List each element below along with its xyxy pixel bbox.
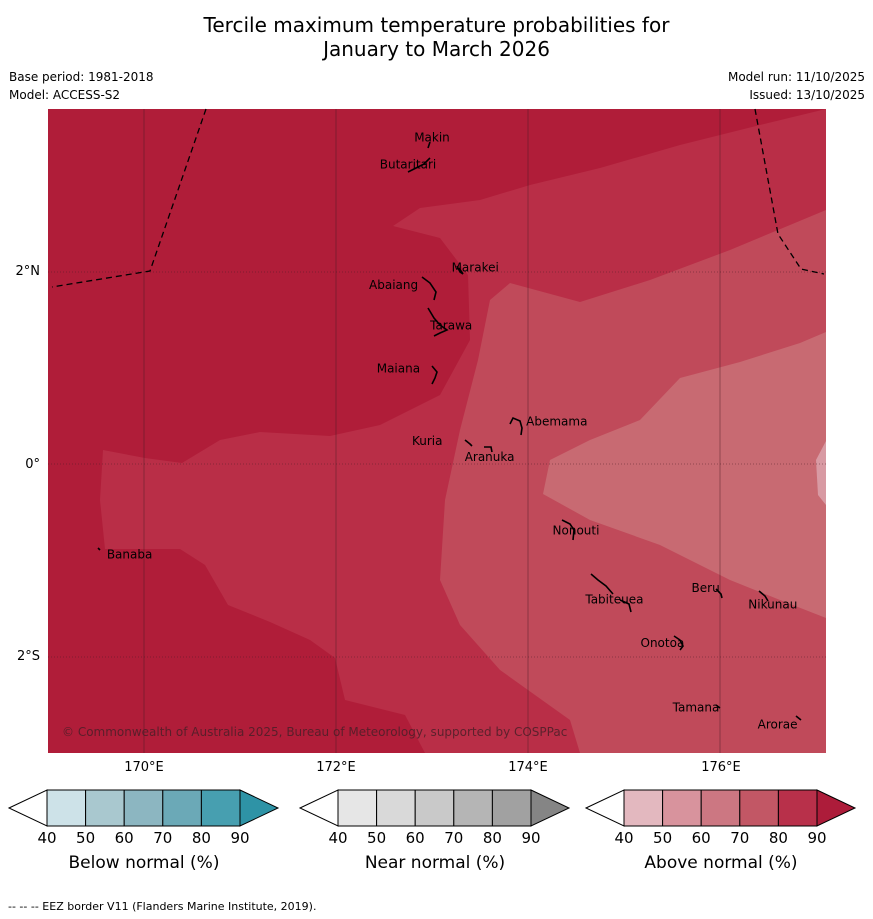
copyright-notice: © Commonwealth of Australia 2025, Bureau…	[62, 725, 567, 739]
place-label-nonouti: Nonouti	[553, 523, 600, 537]
colorbar-below-segment-50	[85, 789, 125, 827]
title-line-1: Tercile maximum temperature probabilitie…	[203, 13, 670, 37]
colorbar-near-tick-50: 50	[367, 829, 387, 847]
colorbar-near	[298, 789, 571, 827]
issued-date: Issued: 13/10/2025	[749, 88, 865, 102]
base-period: Base period: 1981-2018	[9, 70, 154, 84]
colorbar-below-tick-90: 90	[230, 829, 250, 847]
colorbar-above-segment-50	[662, 789, 702, 827]
model-run: Model run: 11/10/2025	[727, 70, 865, 84]
place-label-butaritari: Butaritari	[380, 158, 437, 172]
colorbar-below-segment-40	[46, 789, 87, 827]
lon-label-172: 172°E	[316, 760, 356, 775]
place-label-maiana: Maiana	[377, 362, 420, 376]
colorbar-near-tick-40: 40	[328, 829, 348, 847]
colorbar-below-tick-70: 70	[153, 829, 173, 847]
model-name: Model: ACCESS-S2	[9, 88, 121, 102]
atoll-outlines	[97, 141, 802, 721]
lat-label-0: 0°	[25, 457, 40, 472]
colorbar-near-tick-70: 70	[444, 829, 464, 847]
lon-label-176: 176°E	[701, 760, 741, 775]
colorbar-below-tick-60: 60	[114, 829, 134, 847]
place-label-arorae: Arorae	[758, 718, 798, 732]
colorbar-below-segment-70	[162, 789, 202, 827]
colorbar-below	[7, 789, 280, 827]
colorbar-below-over	[239, 789, 280, 827]
eez-border	[51, 108, 825, 288]
place-label-nikunau: Nikunau	[748, 597, 797, 611]
colorbar-near-tick-60: 60	[405, 829, 425, 847]
graticule	[48, 109, 826, 753]
colorbar-near-segment-50	[376, 789, 416, 827]
band-70-spot	[506, 365, 519, 404]
colorbar-above-tick-50: 50	[653, 829, 673, 847]
place-label-tamana: Tamana	[672, 700, 720, 714]
place-label-makin: Makin	[414, 131, 450, 145]
colorbar-near-segment-70	[453, 789, 493, 827]
lon-label-170: 170°E	[124, 760, 164, 775]
place-label-aranuka: Aranuka	[465, 450, 515, 464]
colorbar-below-tick-40: 40	[37, 829, 57, 847]
colorbar-title-below: Below normal (%)	[68, 853, 220, 873]
colorbar-above-segment-60	[700, 789, 741, 827]
colorbar-above-tick-90: 90	[807, 829, 827, 847]
lon-label-174: 174°E	[508, 760, 548, 775]
colorbar-title-above: Above normal (%)	[644, 853, 798, 873]
title-line-2: January to March 2026	[323, 37, 550, 61]
place-label-banaba: Banaba	[107, 547, 153, 561]
colorbar-near-segment-60	[414, 789, 455, 827]
colorbar-above-segment-40	[623, 789, 664, 827]
colorbar-above-over	[816, 789, 857, 827]
colorbar-above-tick-40: 40	[614, 829, 634, 847]
place-label-abemama: Abemama	[526, 415, 587, 429]
colorbar-below-segment-80	[200, 789, 241, 827]
colorbar-near-segment-40	[337, 789, 378, 827]
place-labels: Makin Butaritari Marakei Abaiang Tarawa Maian…	[107, 131, 798, 732]
colorbar-near-tick-80: 80	[482, 829, 502, 847]
colorbar-near-tick-90: 90	[521, 829, 541, 847]
colorbar-above	[584, 789, 857, 827]
colorbar-near-over	[530, 789, 571, 827]
place-label-marakei: Marakei	[452, 261, 499, 275]
place-label-beru: Beru	[692, 581, 720, 595]
colorbar-near-under	[298, 789, 339, 827]
colorbar-above-segment-80	[777, 789, 818, 827]
place-label-tarawa: Tarawa	[429, 318, 472, 332]
band-60	[543, 332, 826, 618]
place-label-kuria: Kuria	[412, 434, 443, 448]
colorbar-above-tick-80: 80	[768, 829, 788, 847]
place-label-tabiteuea: Tabiteuea	[584, 593, 643, 607]
colorbar-above-under	[584, 789, 625, 827]
place-label-abaiang: Abaiang	[369, 278, 418, 292]
colorbar-below-segment-60	[123, 789, 164, 827]
colorbar-above-tick-70: 70	[730, 829, 750, 847]
lat-label-2n: 2°N	[15, 264, 41, 279]
colorbars	[7, 789, 857, 827]
colorbar-above-tick-60: 60	[691, 829, 711, 847]
place-label-onotoa: Onotoa	[641, 636, 685, 650]
colorbar-above-segment-70	[739, 789, 779, 827]
lat-label-2s: 2°S	[16, 649, 40, 664]
colorbar-near-segment-80	[491, 789, 532, 827]
colorbar-below-tick-50: 50	[76, 829, 96, 847]
eez-footnote: -- -- -- EEZ border V11 (Flanders Marine…	[8, 900, 317, 913]
colorbar-below-tick-80: 80	[191, 829, 211, 847]
band-50	[816, 441, 826, 505]
colorbar-title-near: Near normal (%)	[364, 853, 506, 873]
colorbar-below-under	[7, 789, 48, 827]
